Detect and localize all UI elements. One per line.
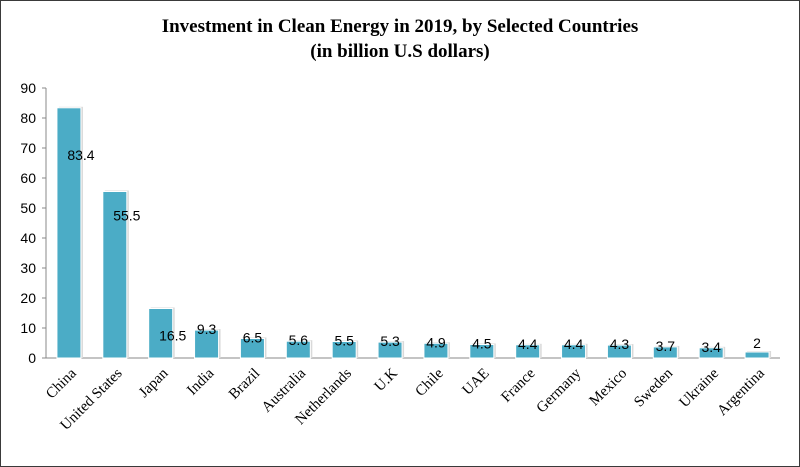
bar <box>423 342 449 359</box>
bar <box>561 344 587 359</box>
x-tick-label: Chile <box>412 365 447 400</box>
bar <box>148 308 174 359</box>
x-tick-label: Ukraine <box>677 365 723 411</box>
data-labels: 83.4 55.5 16.5 9.3 6.5 5.6 5.5 5.3 4.9 4.5 4.4 4.4 4… <box>67 147 761 355</box>
y-tick-label: 40 <box>20 230 36 246</box>
data-label: 2 <box>753 335 761 351</box>
data-label: 9.3 <box>197 321 217 337</box>
x-tick-label: Germany <box>534 365 585 416</box>
data-label: 5.6 <box>289 332 309 348</box>
x-tick-label: France <box>498 365 538 405</box>
data-label: 4.4 <box>518 336 538 352</box>
y-tick-label: 0 <box>28 350 36 366</box>
x-tick-label: China <box>43 365 80 402</box>
y-tick-label: 50 <box>20 200 36 216</box>
y-tick-label: 70 <box>20 140 36 156</box>
y-tick-label: 10 <box>20 320 36 336</box>
y-axis-ticks: 0 10 20 30 40 50 60 70 80 90 <box>20 80 46 366</box>
x-tick-label: Argentina <box>714 365 768 419</box>
data-label: 5.3 <box>380 333 400 349</box>
bar <box>652 346 678 359</box>
bar <box>56 107 82 359</box>
x-tick-label: Brazil <box>226 366 263 403</box>
data-label: 3.7 <box>656 338 676 354</box>
x-tick-label: Sweden <box>631 365 676 410</box>
data-label: 55.5 <box>113 208 140 224</box>
x-tick-label: India <box>184 365 217 398</box>
x-tick-label: U.K <box>372 365 401 394</box>
y-tick-label: 90 <box>20 80 36 96</box>
bar <box>239 338 265 359</box>
y-tick-label: 20 <box>20 290 36 306</box>
bar <box>744 351 770 359</box>
bar <box>377 341 403 359</box>
x-tick-label: Mexico <box>587 366 631 410</box>
data-label: 16.5 <box>159 328 186 344</box>
bar <box>606 344 632 359</box>
bars <box>56 106 772 359</box>
chart-title: Investment in Clean Energy in 2019, by S… <box>161 16 639 37</box>
bar <box>469 344 495 359</box>
data-label: 4.9 <box>426 334 446 350</box>
data-label: 83.4 <box>67 147 94 163</box>
data-label: 4.3 <box>610 336 630 352</box>
y-tick-label: 80 <box>20 110 36 126</box>
chart-subtitle: (in billion U.S dollars) <box>310 41 490 62</box>
data-label: 4.5 <box>472 336 492 352</box>
data-label: 3.4 <box>701 339 721 355</box>
x-tick-label: Japan <box>136 365 172 401</box>
data-label: 6.5 <box>243 330 263 346</box>
bar <box>194 329 220 359</box>
data-label: 5.5 <box>334 333 354 349</box>
bar <box>331 341 357 359</box>
bar <box>698 347 724 359</box>
x-tick-label: UAE <box>460 366 493 399</box>
y-tick-label: 30 <box>20 260 36 276</box>
bar <box>515 344 541 359</box>
bar <box>285 340 311 359</box>
y-tick-label: 60 <box>20 170 36 186</box>
data-label: 4.4 <box>564 336 584 352</box>
bar <box>102 191 128 359</box>
